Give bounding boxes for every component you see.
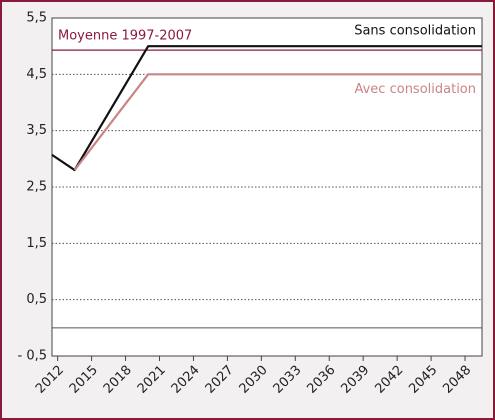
y-tick-label: 2,5 <box>26 180 47 195</box>
series-line <box>51 45 482 172</box>
y-tick-label: 0,5 <box>26 292 47 307</box>
y-tick-label: 5,5 <box>26 11 47 26</box>
y-tick-label: 1,5 <box>26 236 47 251</box>
y-tick-label: 3,5 <box>26 123 47 138</box>
series-line <box>73 73 482 171</box>
y-tick-label: - 0,5 <box>18 349 48 364</box>
series-label: Sans consolidation <box>354 24 476 39</box>
series-label: Avec consolidation <box>354 82 476 97</box>
reference-label: Moyenne 1997-2007 <box>58 29 192 44</box>
y-tick-label: 4,5 <box>26 67 47 82</box>
